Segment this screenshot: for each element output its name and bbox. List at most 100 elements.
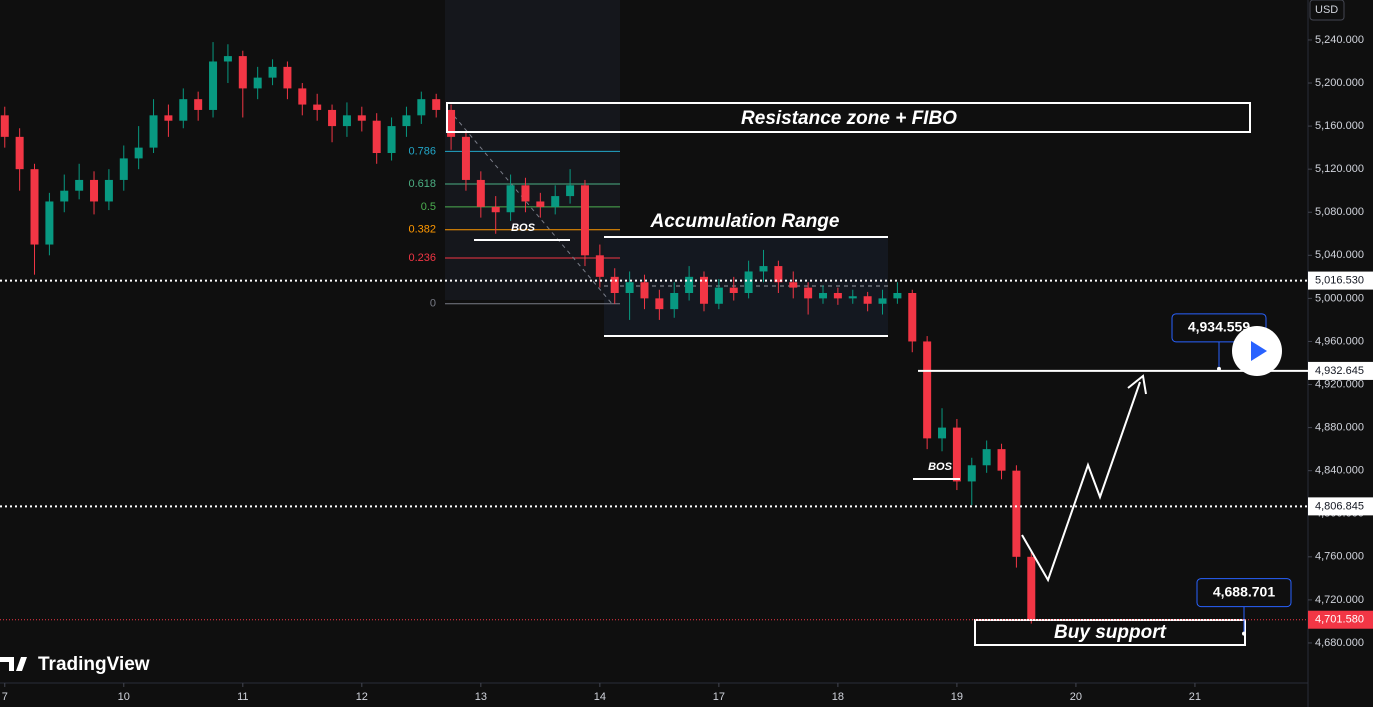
candle-body [804,287,813,299]
candle-body [551,196,560,207]
candle-body [0,115,9,137]
candle-body [670,292,679,310]
x-tick-label: 13 [475,691,487,703]
price-label-bg [1308,497,1373,516]
fib-diagonal [448,109,613,305]
candle-body [223,56,232,62]
y-tick-label: 4,760.000 [1315,551,1364,563]
x-tick-label: 21 [1189,691,1201,703]
y-tick-label: 4,720.000 [1315,594,1364,606]
candle-body [313,104,322,110]
candle-body [833,292,842,299]
candle-body [893,292,902,299]
candle-body [982,449,991,466]
y-tick-label: 4,960.000 [1315,335,1364,347]
candle-body [595,255,604,277]
x-tick-label: 11 [237,691,248,703]
y-tick-label: 5,080.000 [1315,206,1364,218]
candle-body [610,276,619,293]
currency: USD [1315,4,1338,16]
candle-body [774,266,783,283]
x-tick-label: 17 [713,691,725,703]
annotation: Resistance zone + FIBO [741,108,957,129]
candle-body [387,126,396,154]
candle-body [521,185,530,202]
candle-body [655,298,664,310]
candle-body [268,66,277,78]
candle-body [878,298,887,304]
y-tick-label: 5,240.000 [1315,34,1364,46]
candle-body [997,449,1006,471]
candle-body [134,147,143,159]
candle-body [566,185,575,197]
annotation: Buy support [1054,622,1167,643]
candle-body [536,201,545,207]
candle-body [45,201,54,245]
candle-body [580,185,589,256]
candle-body [104,179,113,202]
annotation: BOS [511,222,536,234]
candle-body [238,56,247,89]
candle-body [253,77,262,89]
candle-body [685,276,694,293]
currency-box [1309,0,1345,21]
price-label-bg [1308,361,1373,380]
fib-label: 0.786 [408,145,436,157]
candle-body [357,115,366,121]
callout-dot [1242,631,1246,636]
candle-body [372,120,381,154]
candle-body [461,136,470,180]
annotation: BOS [928,461,953,473]
candle-body [952,427,961,482]
price-label-bg [1308,271,1373,290]
candle-body [714,287,723,304]
price-label: 4,932.645 [1315,365,1364,377]
candle-body [194,99,203,110]
x-tick-label: 19 [951,691,963,703]
y-tick-label: 5,040.000 [1315,249,1364,261]
candle-body [1012,470,1021,557]
fib-label: 0.618 [408,178,436,190]
candle-body [476,179,485,207]
candle-body [848,296,857,299]
candle-body [164,115,173,121]
price-label: 5,016.530 [1315,274,1364,286]
x-tick-label: 12 [356,691,368,703]
play-icon [1251,341,1267,361]
candle-body [149,115,158,148]
projection-arrow [1021,381,1141,583]
candle-body [90,179,99,202]
candle-body [298,88,307,105]
candle-body [923,341,932,439]
candle-body [447,109,456,137]
candle-body [640,282,649,299]
candle-body [417,99,426,116]
brand: TradingView [38,654,150,675]
fib-label: 0.5 [421,201,436,213]
fib-label: 0.236 [408,252,436,264]
y-tick-label: 4,920.000 [1315,378,1364,390]
y-tick-label: 4,680.000 [1315,637,1364,649]
logo-icon [0,657,27,671]
candle-body [491,206,500,213]
fib-zone [445,0,620,300]
callout-label: 4,688.701 [1213,583,1275,599]
price-label: 4,806.845 [1315,500,1364,512]
y-tick-label: 5,160.000 [1315,120,1364,132]
candle-body [15,136,24,170]
candle-body [863,296,872,304]
arrow-head [1127,374,1147,395]
price-label-bg [1308,610,1373,629]
candle-body [209,61,218,110]
candle-body [1027,556,1036,620]
fib-label: 0.382 [408,224,436,236]
y-tick-label: 5,000.000 [1315,292,1364,304]
candle-body [967,465,976,482]
callout-label: 4,934.559 [1188,319,1250,335]
candle-body [75,179,84,191]
candle-body [625,282,634,293]
candle-body [328,109,337,127]
candle-body [179,99,188,121]
candle-body [938,427,947,439]
logo: TradingView [0,654,150,675]
